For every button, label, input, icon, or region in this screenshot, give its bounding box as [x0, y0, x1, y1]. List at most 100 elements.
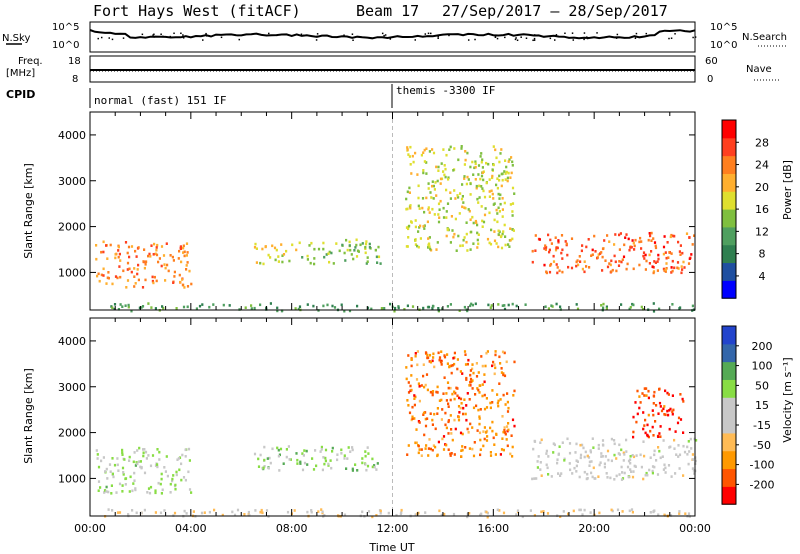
echo-cell: [147, 487, 151, 490]
echo-cell: [620, 303, 623, 306]
echo-cell: [466, 151, 469, 155]
echo-cell: [632, 267, 635, 271]
echo-cell: [642, 440, 645, 443]
echo-cell: [601, 439, 605, 442]
echo-cell: [364, 251, 367, 255]
y-tick-label: 3000: [58, 381, 86, 394]
echo-cell: [466, 392, 469, 395]
echo-cell: [144, 263, 147, 266]
echo-cell: [407, 444, 410, 447]
echo-cell: [645, 259, 648, 263]
echo-cell: [562, 510, 565, 513]
echo-cell: [482, 178, 485, 182]
echo-cell: [269, 302, 272, 305]
echo-cell: [469, 218, 472, 221]
echo-cell: [666, 391, 669, 395]
echo-cell: [542, 510, 545, 513]
colorbar-segment: [722, 326, 736, 345]
echo-cell: [259, 303, 262, 307]
echo-cell: [411, 415, 414, 419]
echo-cell: [160, 245, 164, 248]
echo-cell: [195, 307, 198, 310]
echo-cell: [233, 513, 237, 517]
echo-cell: [98, 279, 101, 283]
echo-cell: [506, 444, 509, 448]
echo-cell: [423, 210, 426, 214]
echo-cell: [498, 174, 501, 178]
echo-cell: [310, 510, 313, 514]
echo-cell: [658, 449, 661, 453]
echo-cell: [446, 228, 449, 232]
echo-cell: [422, 363, 425, 366]
echo-cell: [507, 160, 510, 163]
nsearch-point: [268, 32, 270, 35]
echo-cell: [173, 270, 176, 274]
echo-cell: [477, 388, 480, 392]
echo-cell: [163, 263, 166, 266]
echo-cell: [616, 508, 620, 512]
echo-cell: [488, 241, 491, 245]
echo-cell: [662, 439, 665, 442]
echo-cell: [406, 245, 409, 248]
echo-cell: [492, 163, 495, 167]
echo-cell: [480, 205, 483, 208]
echo-cell: [540, 474, 543, 477]
echo-cell: [208, 305, 211, 309]
echo-cell: [155, 248, 158, 252]
nsearch-point: [596, 32, 598, 34]
echo-cell: [443, 512, 446, 516]
echo-cell: [597, 447, 600, 450]
echo-cell: [178, 468, 181, 472]
echo-cell: [688, 236, 691, 239]
echo-cell: [548, 248, 551, 252]
echo-cell: [314, 449, 317, 452]
echo-cell: [488, 178, 491, 181]
echo-cell: [285, 455, 288, 459]
echo-cell: [474, 178, 477, 181]
colorbar-segment: [722, 450, 736, 470]
echo-cell: [426, 388, 429, 392]
echo-cell: [97, 272, 100, 276]
echo-cell: [142, 260, 145, 263]
echo-cell: [433, 365, 436, 369]
echo-cell: [438, 358, 441, 362]
echo-cell: [679, 418, 683, 421]
echo-cell: [448, 148, 451, 151]
echo-cell: [172, 281, 175, 284]
echo-cell: [495, 183, 498, 187]
echo-cell: [662, 252, 665, 256]
echo-cell: [506, 179, 509, 183]
echo-cell: [495, 242, 498, 245]
echo-cell: [115, 491, 118, 494]
echo-cell: [347, 446, 350, 449]
echo-cell: [472, 221, 475, 225]
echo-cell: [560, 472, 563, 475]
echo-cell: [665, 256, 668, 260]
echo-cell: [431, 423, 434, 426]
echo-cell: [274, 258, 277, 262]
echo-cell: [582, 446, 585, 450]
echo-cell: [275, 248, 278, 252]
echo-cell: [651, 409, 654, 412]
echo-cell: [144, 450, 148, 454]
nsearch-point: [533, 34, 536, 36]
echo-cell: [159, 482, 162, 486]
echo-cell: [478, 422, 481, 426]
echo-cell: [366, 260, 369, 263]
echo-cell: [429, 191, 432, 194]
colorbar-tick-label: 12: [755, 225, 769, 238]
echo-cell: [559, 305, 562, 309]
echo-cell: [406, 304, 409, 308]
echo-cell: [142, 454, 145, 458]
echo-cell: [127, 513, 130, 516]
echo-cell: [557, 452, 560, 456]
echo-cell: [684, 512, 687, 515]
echo-cell: [373, 465, 376, 469]
y-tick-label: 2000: [58, 221, 86, 234]
echo-cell: [354, 246, 357, 249]
echo-cell: [555, 246, 558, 250]
echo-cell: [575, 459, 578, 462]
echo-cell: [677, 455, 680, 458]
echo-cell: [674, 430, 677, 433]
echo-cell: [638, 395, 641, 398]
